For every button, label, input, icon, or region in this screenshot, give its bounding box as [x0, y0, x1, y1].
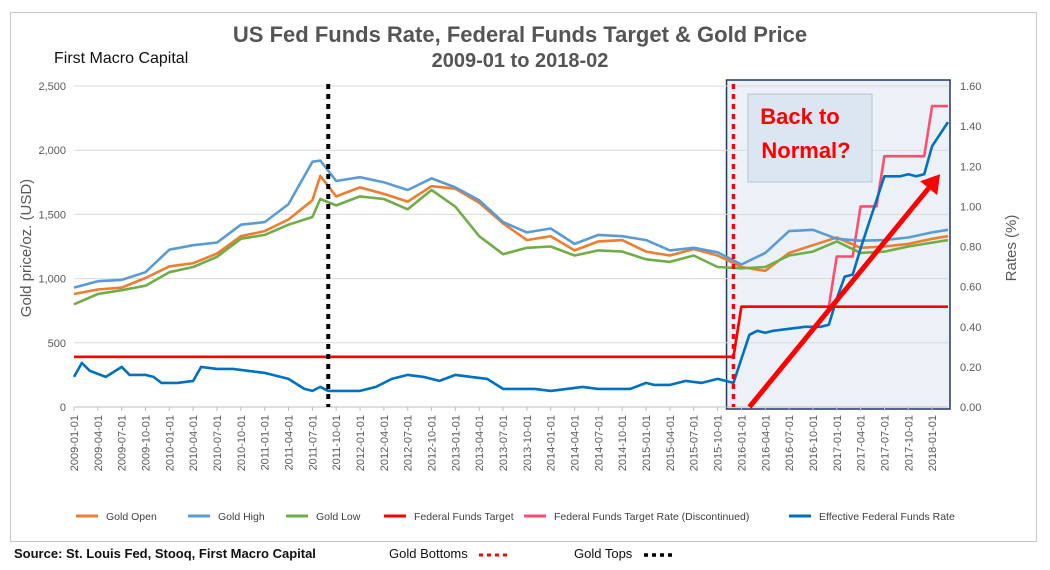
y2-tick-label: 1.20 [960, 161, 981, 173]
y2-tick-label: 0.80 [960, 242, 981, 254]
x-tick-label: 2015-01-01 [641, 415, 653, 471]
x-tick-label: 2013-01-01 [450, 415, 462, 471]
x-tick-label: 2010-07-01 [212, 415, 224, 471]
gold-tops-swatch [643, 552, 676, 557]
chart-frame [10, 12, 1037, 542]
trend-arrow-shaft [747, 186, 931, 409]
y2-tick-label: 1.40 [960, 121, 981, 133]
series-line-gold-high [73, 159, 949, 289]
x-tick-label: 2014-04-01 [570, 415, 582, 471]
gold-bottoms-swatch [479, 553, 508, 557]
x-tick-label: 2010-04-01 [188, 415, 200, 471]
x-tick-label: 2012-10-01 [427, 415, 439, 471]
callout-box [747, 93, 873, 183]
x-tick-label: 2011-04-01 [284, 415, 296, 470]
y-axis-label: Gold price/oz. (USD) [18, 179, 35, 317]
y-tick-label: 500 [48, 338, 66, 350]
chart-title: US Fed Funds Rate, Federal Funds Target … [233, 22, 807, 47]
source-note: Source: St. Louis Fed, Stooq, First Macr… [14, 546, 316, 561]
y2-tick-label: 0.20 [960, 362, 981, 374]
x-tick-label: 2011-10-01 [331, 415, 343, 470]
x-tick-label: 2014-01-01 [546, 415, 558, 471]
y-tick-label: 2,500 [38, 81, 66, 93]
trend-arrow-head [920, 174, 941, 196]
x-tick-label: 2009-10-01 [141, 415, 153, 471]
x-tick-label: 2017-04-01 [856, 415, 868, 471]
callout-line-1: Back to [760, 104, 839, 129]
x-tick-label: 2016-07-01 [784, 415, 796, 471]
y-tick-label: 1,000 [38, 274, 66, 286]
gold-bottoms-key: Gold Bottoms [389, 546, 509, 561]
x-tick-label: 2013-04-01 [474, 415, 486, 471]
x-tick-label: 2014-10-01 [617, 415, 629, 471]
y2-tick-label: 0.60 [960, 282, 981, 294]
gold-tops-key: Gold Tops [574, 546, 678, 561]
x-tick-label: 2010-10-01 [236, 415, 248, 471]
brand-label: First Macro Capital [54, 50, 188, 67]
y-tick-label: 1,500 [38, 209, 66, 221]
x-tick-label: 2012-04-01 [379, 415, 391, 471]
legend-label-gold-low: Gold Low [316, 511, 361, 523]
x-tick-label: 2009-01-01 [69, 415, 81, 471]
x-tick-label: 2013-10-01 [522, 415, 534, 471]
gold-bottoms-label: Gold Bottoms [389, 546, 468, 561]
x-tick-label: 2017-01-01 [832, 415, 844, 471]
gold-tops-label: Gold Tops [574, 546, 633, 561]
x-tick-label: 2017-07-01 [879, 415, 891, 471]
x-tick-label: 2013-07-01 [498, 415, 510, 471]
x-tick-label: 2012-07-01 [403, 415, 415, 471]
x-tick-label: 2009-04-01 [93, 415, 105, 471]
x-tick-label: 2016-10-01 [808, 415, 820, 471]
x-tick-label: 2016-01-01 [736, 415, 748, 471]
callout-line-2: Normal? [761, 138, 850, 163]
series-line-federal-funds-target [74, 305, 948, 359]
x-tick-label: 2015-10-01 [713, 415, 725, 471]
legend-label-federal-funds-target-rate-discontinued: Federal Funds Target Rate (Discontinued) [554, 511, 749, 523]
x-tick-label: 2016-04-01 [760, 415, 772, 471]
series-line-gold-low [73, 188, 949, 306]
x-tick-label: 2012-01-01 [355, 415, 367, 471]
x-tick-label: 2011-07-01 [307, 415, 319, 470]
y2-tick-label: 0.00 [960, 402, 981, 414]
y-tick-label: 2,000 [38, 145, 66, 157]
x-tick-label: 2010-01-01 [164, 415, 176, 471]
chart-svg: 0 500 1,000 1,500 2,000 2,500 0.00 0.20 0.40 0.60… [18, 22, 1020, 523]
legend-label-gold-open: Gold Open [106, 511, 157, 523]
x-tick-label: 2018-01-01 [927, 415, 939, 471]
x-tick-label: 2014-07-01 [593, 415, 605, 471]
y2-tick-label: 1.00 [960, 201, 981, 213]
y2-tick-label: 0.40 [960, 322, 981, 334]
legend-label-gold-high: Gold High [218, 511, 265, 523]
legend-label-federal-funds-target: Federal Funds Target [414, 511, 514, 523]
footer: Source: St. Louis Fed, Stooq, First Macr… [14, 546, 1044, 566]
x-tick-label: 2017-10-01 [903, 415, 915, 471]
x-tick-label: 2009-07-01 [117, 415, 129, 471]
x-tick-label: 2011-01-01 [260, 415, 272, 470]
legend-label-effective-federal-funds-rate: Effective Federal Funds Rate [819, 511, 955, 523]
x-tick-label: 2015-04-01 [665, 415, 677, 471]
x-tick-label: 2015-07-01 [689, 415, 701, 471]
y2-tick-label: 1.60 [960, 81, 981, 93]
y-tick-label: 0 [60, 402, 66, 414]
y2-axis-label: Rates (%) [1003, 215, 1020, 282]
chart-subtitle: 2009-01 to 2018-02 [432, 50, 609, 72]
